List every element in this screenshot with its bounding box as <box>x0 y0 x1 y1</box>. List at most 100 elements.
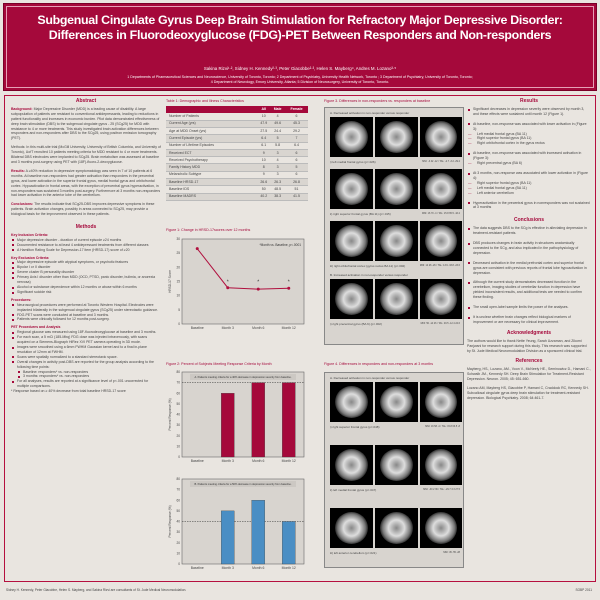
table-row: Melancholic Subtype 9 3 6 <box>166 171 308 180</box>
y-tick-label: 0 <box>178 455 180 459</box>
table-cell: 3 <box>270 149 286 158</box>
significance-star: * <box>288 280 290 286</box>
table-cell: 6.1 <box>257 142 271 150</box>
y-tick-label: 25 <box>176 251 180 255</box>
table-cell: 48.5 <box>270 185 286 194</box>
panel-coordinates: MNI: 14 26 -26 / TAL: 13.9 -33.8 -23.6 <box>419 264 460 267</box>
left-column: Abstract Background: Major Depressive Di… <box>11 96 161 394</box>
conclusion-item: The small open-label sample limits the p… <box>467 305 591 310</box>
pet-label: PET Procedures and Analysis <box>11 325 61 330</box>
panel-label: iii) right orbitofrontal cortex (gyrus r… <box>330 264 406 268</box>
conference-label: SOBP 2011 <box>575 588 592 592</box>
x-tick-label: Month 6 <box>252 326 264 330</box>
panel-label: iii) left anterior cerebellum (p=.021) <box>330 551 377 555</box>
pet-brain-image <box>330 445 373 485</box>
table-cell: 8 <box>257 163 271 172</box>
panel-label: i) left medial frontal gyrus (p=.026) <box>330 160 376 164</box>
table-cell: Age at MDD Onset (yrs) <box>166 127 258 136</box>
x-tick-label: Month 6 <box>252 459 264 463</box>
conclusion-item: It is unclear whether brain changes refl… <box>467 315 591 325</box>
section-label: B. Increased activation in non-responder… <box>330 273 408 277</box>
result-subitem: Right superior frontal gyrus (BA 11) <box>467 181 591 186</box>
bar <box>282 382 296 458</box>
chart-title: B. Patients meeting criteria for a 50% d… <box>194 482 291 486</box>
result-subitem: Left anterior cerebellum <box>467 191 591 196</box>
table-cell: 6 <box>285 149 308 158</box>
plot-area <box>181 238 305 325</box>
conclusion-item: Although the current study demonstrates … <box>467 280 591 300</box>
data-point <box>256 287 260 291</box>
bar <box>221 393 235 458</box>
pet-list: Regional glucose was measured using 18F-… <box>11 330 161 389</box>
y-tick-label: 20 <box>176 434 180 438</box>
table-row: Received Psychotherapy 10 4 6 <box>166 156 308 165</box>
y-tick-label: 15 <box>176 280 180 284</box>
fig3-caption: Figure 3. Differences in non-responders … <box>324 99 431 103</box>
table-row: Baseline IDS 50 48.5 51 <box>166 185 308 194</box>
chart-title: A. Patients meeting criteria for a 40% d… <box>194 375 291 379</box>
y-tick-label: 10 <box>176 444 180 448</box>
table-cell: 9 <box>257 171 271 180</box>
fig1-line-chart: 0 5 10 15 20 25 30 Baseline Month 3 Month 6 Month … <box>168 237 305 330</box>
table-cell: 38.3 <box>270 193 286 201</box>
pet-brain-image <box>330 279 373 319</box>
fig4-image-panel: A. Decreased activation in non-responder… <box>324 372 464 568</box>
table-cell: 10 <box>257 156 271 165</box>
y-tick-label: 20 <box>176 541 180 545</box>
pet-brain-image <box>420 221 462 261</box>
table-cell: 24.4 <box>270 127 286 136</box>
reference-item: Mayberg, HS., Lozano, AM., Voon V., McNe… <box>467 367 591 382</box>
table-cell: Melancholic Subtype <box>166 171 258 180</box>
section-label: A. Decreased activation in non-responder… <box>330 376 410 380</box>
result-subitem: Right superior frontal gyrus (BA 11) <box>467 136 591 141</box>
y-tick-label: 30 <box>176 530 180 534</box>
panel-coordinates: MNI: 16 58 -4 / TAL: 15.8 63.5 -8 <box>425 425 460 428</box>
reference-item: Lozano AM, Mayberg HS, Giacobbe P, Haman… <box>467 386 589 400</box>
fig2a-bar-chart: 0 10 20 30 40 50 60 70 80 Baseline Month 3 Month 6 M… <box>168 370 305 463</box>
table-row: Baseline HRSD-17 26.6 26.3 26.8 <box>166 178 308 187</box>
table-cell: 40.2 <box>257 193 271 201</box>
table-row: Received ECT 9 3 6 <box>166 149 308 158</box>
table-cell: 6.4 <box>285 142 308 150</box>
panel-label: i) right precentral gyrus (BA 6) (p=.002… <box>330 322 382 326</box>
table-cell: Number of Lifetime Episodes <box>166 142 258 150</box>
table-cell: 6 <box>285 112 308 121</box>
table-cell: 29.2 <box>285 127 308 136</box>
bar <box>282 521 296 565</box>
table-cell: Baseline IDS <box>166 185 258 194</box>
results-heading: Results <box>519 98 539 104</box>
x-tick-label: Month 12 <box>282 326 296 330</box>
y-tick-label: 50 <box>176 509 180 513</box>
pet-brain-image <box>375 382 418 422</box>
y-tick-label: 0 <box>178 562 180 566</box>
abstract-results: Results: A ≥40% reduction in depressive … <box>11 168 161 198</box>
chart-title-box <box>190 481 296 487</box>
data-line <box>196 248 289 290</box>
x-tick-label: Month 3 <box>222 459 234 463</box>
x-tick-label: Month 12 <box>282 459 296 463</box>
table-cell: 41.5 <box>285 193 308 201</box>
result-subitem: Right precentral gyrus (BA 6) <box>467 161 591 166</box>
y-tick-label: 10 <box>176 294 180 298</box>
abstract-methods: Methods: In this multi-site trial (McGil… <box>11 145 161 164</box>
x-tick-label: Baseline <box>191 459 204 463</box>
chart-title-box <box>190 374 296 380</box>
pet-brain-image <box>420 279 462 319</box>
pet-brain-image <box>330 508 373 548</box>
data-point <box>226 286 230 290</box>
conclusion-item: The data suggests DBS to the SCg is effe… <box>467 226 591 236</box>
table-cell: 5 <box>285 163 308 172</box>
disclosure: Sidney H. Kennedy, Peter Giacobbe, Helen… <box>6 588 187 592</box>
pet-brain-image <box>375 445 418 485</box>
fig4-caption: Figure 4. Differences in responders and … <box>324 362 434 366</box>
abstract-heading: Abstract <box>75 98 97 104</box>
inclusion-label: Key Inclusion Criteria: <box>11 232 49 237</box>
methods-heading: Methods <box>75 224 97 231</box>
table-cell: 3 <box>270 171 286 180</box>
pet-brain-image <box>420 169 462 209</box>
chart-annotation: *Month vs. Baseline, p<.0001 <box>259 243 301 247</box>
pet-brain-image <box>420 117 462 157</box>
exclusion-list: Major depressive episode with atypical s… <box>11 260 161 294</box>
poster-title: Subgenual Cingulate Gyrus Deep Brain Sti… <box>37 13 563 42</box>
pet-brain-image <box>330 169 373 209</box>
